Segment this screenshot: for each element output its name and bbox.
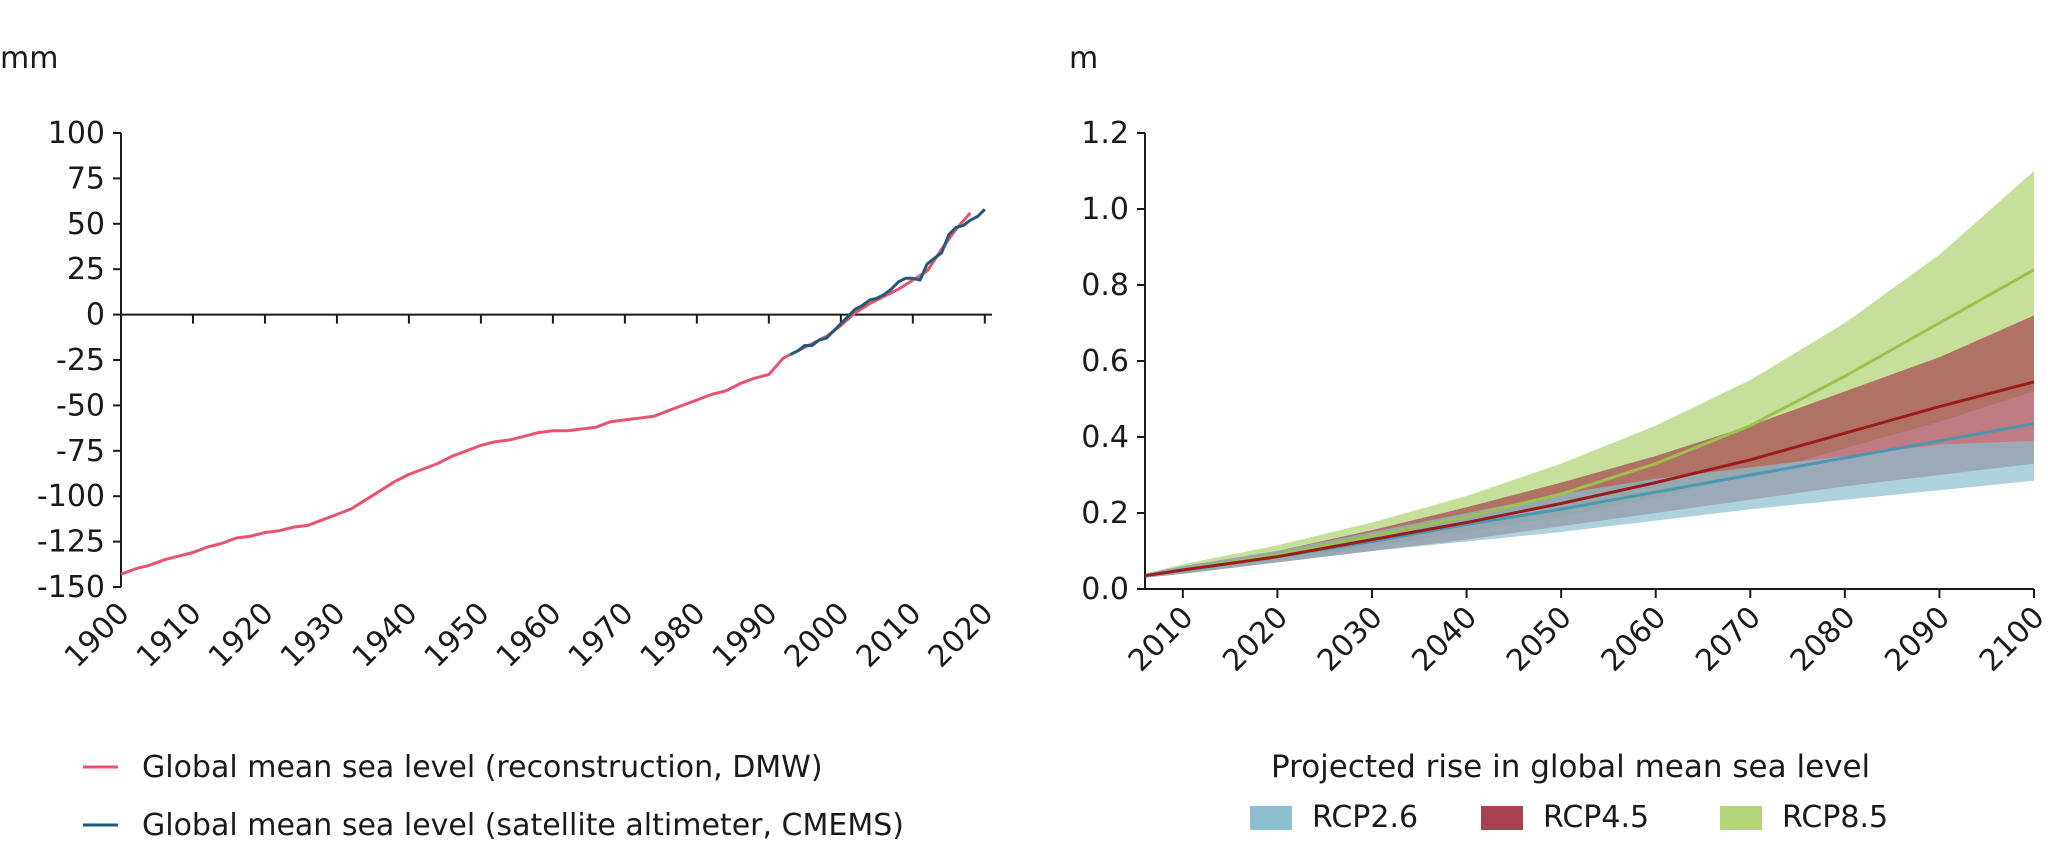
- left-x-tick-label: 2010: [850, 596, 929, 675]
- left-x-tick-label: 1980: [634, 596, 713, 675]
- left-y-tick-label: -125: [37, 525, 105, 560]
- legend-swatch-rcp26: [1250, 806, 1292, 830]
- right-y-tick-label: 0.2: [1081, 496, 1129, 531]
- left-x-tick-label: 1960: [490, 596, 569, 675]
- band-rcp4-5: [1145, 315, 2034, 578]
- series-line-satellite: [789, 208, 986, 356]
- left-x-tick-label: 1900: [58, 596, 137, 675]
- left-x-tick-label: 1930: [274, 596, 353, 675]
- left-series-group: [120, 208, 986, 576]
- left-x-tick-label: 1990: [706, 596, 785, 675]
- right-y-unit: m: [1069, 41, 1098, 76]
- left-y-tick-label: -100: [37, 479, 105, 514]
- right-x-tick-label: 2020: [1216, 600, 1295, 679]
- left-x-tick-label: 1910: [130, 596, 209, 675]
- right-y-tick-label: 1.0: [1081, 192, 1129, 227]
- legend-label-rcp26: RCP2.6: [1312, 800, 1418, 835]
- legend-swatch-rcp45: [1481, 806, 1523, 830]
- legend-label-satellite: Global mean sea level (satellite altimet…: [142, 808, 904, 843]
- right-x-tick-label: 2100: [1973, 600, 2048, 679]
- right-y-tick-label: 0.0: [1081, 572, 1129, 607]
- right-y-tick-label: 0.8: [1081, 268, 1129, 303]
- right-y-tick-label: 0.4: [1081, 420, 1129, 455]
- left-y-tick-label: -75: [56, 434, 105, 469]
- right-x-tick-label: 2030: [1311, 600, 1390, 679]
- left-x-tick-label: 2000: [778, 596, 857, 675]
- right-bands-group: [1145, 171, 2034, 578]
- legend-label-reconstruction: Global mean sea level (reconstruction, D…: [142, 750, 823, 785]
- series-line-reconstruction: [120, 211, 972, 576]
- right-x-tick-label: 2040: [1405, 600, 1484, 679]
- left-x-tick-label: 1940: [346, 596, 425, 675]
- legend-swatch-rcp85: [1720, 806, 1762, 830]
- right-lines-group: [1144, 268, 2035, 578]
- right-x-tick-label: 2050: [1500, 600, 1579, 679]
- right-x-tick-label: 2080: [1784, 600, 1863, 679]
- right-x-tick-label: 2010: [1122, 600, 1201, 679]
- left-y-tick-label: -50: [56, 388, 105, 423]
- left-y-tick-label: 100: [48, 116, 105, 151]
- left-y-unit: mm: [0, 41, 58, 76]
- left-axes: 1007550250-25-50-75-100-125-150190019101…: [37, 116, 1001, 675]
- right-y-tick-label: 1.2: [1081, 116, 1129, 151]
- legend-label-rcp85: RCP8.5: [1782, 800, 1888, 835]
- left-y-tick-label: 75: [67, 161, 105, 196]
- right-legend: Projected rise in global mean sea level …: [1250, 749, 1888, 835]
- left-y-tick-label: -150: [37, 570, 105, 605]
- left-legend: Global mean sea level (reconstruction, D…: [83, 750, 904, 843]
- left-x-tick-label: 1970: [562, 596, 641, 675]
- observed-sea-level-chart: mm 1007550250-25-50-75-100-125-150190019…: [0, 41, 1000, 675]
- left-y-tick-label: 25: [67, 252, 105, 287]
- right-y-tick-label: 0.6: [1081, 344, 1129, 379]
- left-y-tick-label: 0: [86, 298, 105, 333]
- left-x-tick-label: 1950: [418, 596, 497, 675]
- right-x-tick-label: 2090: [1878, 600, 1957, 679]
- left-y-tick-label: -25: [56, 343, 105, 378]
- right-legend-title: Projected rise in global mean sea level: [1271, 749, 1870, 785]
- left-x-tick-label: 2020: [922, 596, 1001, 675]
- right-x-tick-label: 2070: [1689, 600, 1768, 679]
- left-x-tick-label: 1920: [202, 596, 281, 675]
- legend-label-rcp45: RCP4.5: [1543, 800, 1649, 835]
- right-x-tick-label: 2060: [1595, 600, 1674, 679]
- left-y-tick-label: 50: [67, 207, 105, 242]
- mean-line-rcp4-5: [1144, 380, 2035, 578]
